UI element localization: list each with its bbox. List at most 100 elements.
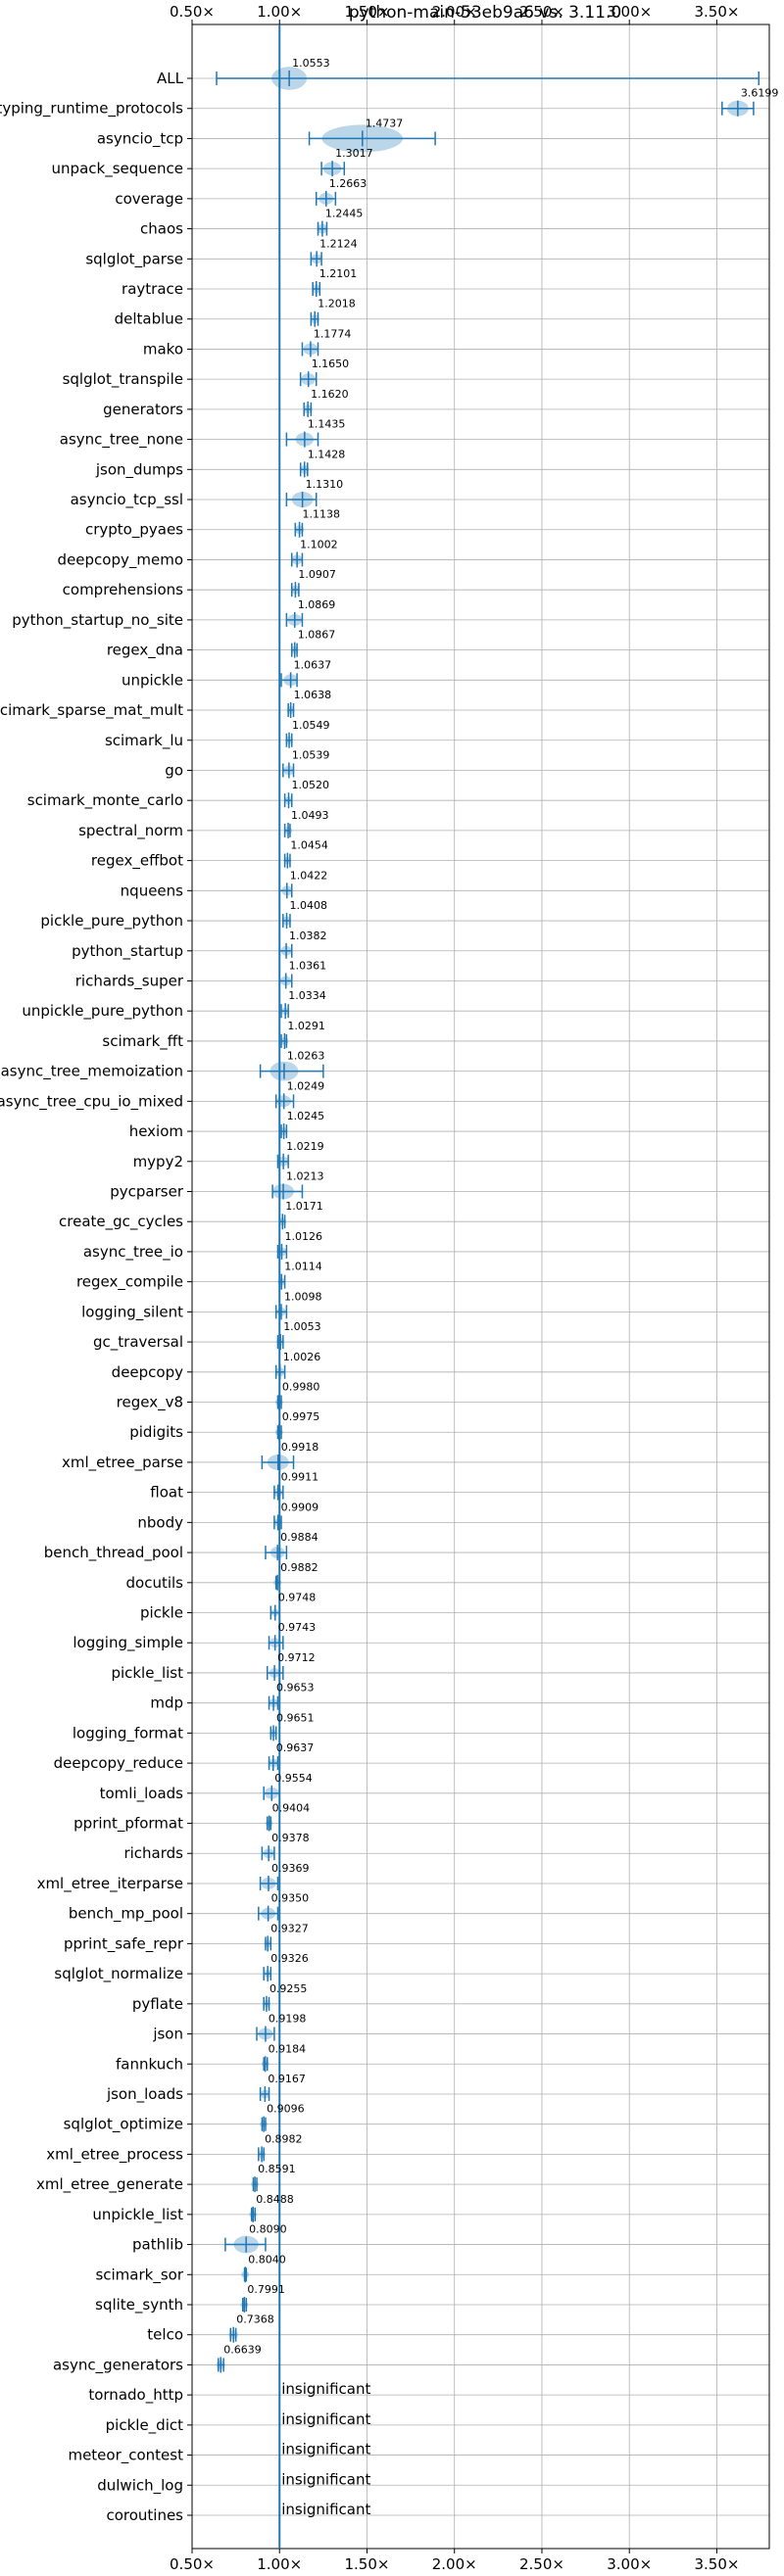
category-label: generators bbox=[103, 401, 183, 418]
value-label: 1.1002 bbox=[300, 538, 338, 550]
value-label: 1.0553 bbox=[292, 57, 330, 70]
category-label: tornado_http bbox=[88, 2386, 183, 2405]
category-label: sqlglot_normalize bbox=[54, 1965, 183, 1983]
insignificant-label: insignificant bbox=[281, 2470, 370, 2488]
category-label: meteor_contest bbox=[68, 2447, 183, 2465]
value-label: 1.2018 bbox=[318, 298, 356, 310]
value-label: 0.6639 bbox=[223, 2343, 262, 2356]
x-tick-label-bottom: 0.50× bbox=[170, 2555, 215, 2573]
value-label: 1.0638 bbox=[294, 689, 332, 701]
value-label: 0.9255 bbox=[270, 1982, 308, 1995]
value-label: 1.1428 bbox=[308, 448, 346, 460]
category-label: spectral_norm bbox=[78, 822, 183, 840]
value-label: 1.0245 bbox=[287, 1110, 325, 1122]
category-label: crypto_pyaes bbox=[85, 521, 183, 540]
value-label: 0.9918 bbox=[281, 1441, 319, 1454]
value-label: 1.0520 bbox=[292, 779, 330, 791]
axes-frame bbox=[191, 24, 770, 2550]
category-label: scimark_lu bbox=[105, 732, 183, 750]
category-label: comprehensions bbox=[63, 581, 184, 598]
value-label: 0.9653 bbox=[276, 1682, 315, 1694]
category-label: async_tree_cpu_io_mixed bbox=[0, 1092, 183, 1111]
category-label: deepcopy_reduce bbox=[54, 1754, 183, 1773]
category-label: logging_format bbox=[73, 1724, 183, 1742]
x-tick-label-bottom: 2.50× bbox=[519, 2555, 564, 2573]
category-label: scimark_monte_carlo bbox=[27, 791, 183, 810]
category-label: regex_compile bbox=[76, 1273, 183, 1292]
category-label: pickle bbox=[140, 1604, 183, 1622]
chart-title: python-main-53eb9a6 vs. 3.11.0 bbox=[349, 3, 621, 23]
value-label: 0.8982 bbox=[265, 2132, 303, 2145]
value-label: 0.9404 bbox=[272, 1802, 311, 1815]
category-label: sqlglot_optimize bbox=[64, 2116, 183, 2134]
category-label: coverage bbox=[115, 190, 183, 208]
value-label: 1.0907 bbox=[298, 568, 336, 581]
category-label: asyncio_tcp_ssl bbox=[71, 491, 183, 509]
value-label: 0.7368 bbox=[236, 2314, 273, 2326]
value-label: 1.0026 bbox=[283, 1351, 321, 1363]
value-label: 1.0291 bbox=[287, 1020, 325, 1032]
value-label: 1.0422 bbox=[290, 869, 328, 882]
value-label: 0.9651 bbox=[276, 1711, 315, 1724]
value-label: 0.8591 bbox=[258, 2163, 296, 2175]
category-label: telco bbox=[147, 2326, 183, 2344]
x-tick-label-bottom: 3.00× bbox=[607, 2555, 652, 2573]
category-label: dulwich_log bbox=[97, 2476, 183, 2495]
value-label: 1.1138 bbox=[303, 508, 341, 521]
value-label: 1.1650 bbox=[312, 358, 350, 370]
value-label: 0.9096 bbox=[267, 2103, 305, 2116]
category-label: float bbox=[150, 1484, 183, 1502]
category-label: mdp bbox=[150, 1694, 183, 1712]
category-label: pickle_pure_python bbox=[40, 912, 183, 930]
value-label: 0.9980 bbox=[282, 1381, 320, 1394]
value-label: 3.6199 bbox=[741, 87, 779, 100]
category-label: async_tree_none bbox=[60, 431, 183, 450]
category-label: ALL bbox=[157, 70, 184, 87]
insignificant-label: insignificant bbox=[281, 2410, 370, 2428]
value-label: 0.9326 bbox=[270, 1952, 309, 1965]
labels: 0.50× 0.50× 1.00× 1.00× 1.50× 1.50× 2.00× 2.00×… bbox=[0, 3, 778, 2573]
category-label: async_tree_memoization bbox=[1, 1063, 183, 1081]
category-label: coroutines bbox=[106, 2506, 183, 2524]
value-label: 1.1774 bbox=[314, 327, 352, 340]
value-label: 0.9909 bbox=[281, 1501, 319, 1513]
category-label: async_generators bbox=[53, 2356, 183, 2374]
x-tick-label-top: 3.00× bbox=[607, 3, 652, 21]
value-label: 0.9554 bbox=[274, 1772, 313, 1785]
value-label: 1.0454 bbox=[290, 839, 328, 852]
value-label: 0.9378 bbox=[271, 1832, 310, 1844]
category-label: deepcopy bbox=[112, 1363, 183, 1381]
value-label: 0.9369 bbox=[271, 1862, 310, 1875]
value-label: 0.8090 bbox=[249, 2223, 287, 2236]
x-tick-label-top: 2.50× bbox=[519, 3, 564, 21]
value-label: 1.2101 bbox=[319, 267, 358, 280]
category-label: xml_etree_generate bbox=[36, 2175, 183, 2194]
category-label: unpickle bbox=[122, 671, 183, 689]
value-label: 1.0098 bbox=[284, 1290, 322, 1303]
value-label: 0.8488 bbox=[256, 2193, 294, 2206]
category-label: xml_etree_process bbox=[46, 2145, 183, 2164]
value-label: 1.0171 bbox=[285, 1200, 323, 1213]
category-label: nbody bbox=[137, 1513, 183, 1531]
value-label: 1.0867 bbox=[298, 629, 336, 642]
category-label: richards bbox=[123, 1844, 183, 1862]
category-label: logging_silent bbox=[81, 1303, 183, 1321]
category-label: typing_runtime_protocols bbox=[0, 100, 183, 119]
value-label: 0.9748 bbox=[278, 1592, 317, 1604]
category-label: nqueens bbox=[121, 882, 183, 899]
category-label: regex_dna bbox=[107, 642, 183, 660]
value-label: 1.0869 bbox=[298, 598, 336, 611]
x-tick-label-top: 3.50× bbox=[694, 3, 739, 21]
category-label: sqlite_synth bbox=[95, 2296, 183, 2314]
category-label: bench_thread_pool bbox=[44, 1544, 183, 1562]
category-label: pycparser bbox=[110, 1182, 184, 1200]
category-label: gc_traversal bbox=[93, 1333, 183, 1352]
category-label: scimark_sor bbox=[95, 2266, 183, 2284]
value-label: 1.0219 bbox=[286, 1140, 324, 1153]
category-label: go bbox=[165, 761, 183, 779]
value-label: 1.0637 bbox=[294, 658, 332, 671]
category-label: pathlib bbox=[132, 2236, 183, 2254]
category-label: json bbox=[152, 2026, 183, 2043]
value-label: 1.0408 bbox=[290, 899, 328, 912]
